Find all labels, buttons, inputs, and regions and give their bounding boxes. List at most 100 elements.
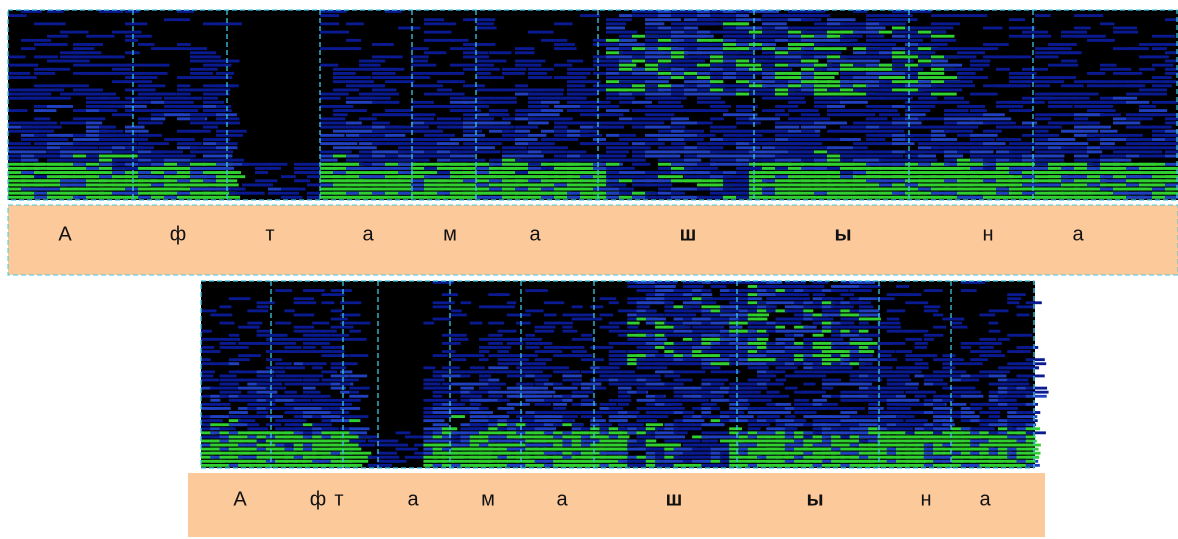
phoneme-label: м <box>481 488 495 510</box>
spectrogram-cell <box>924 305 941 308</box>
spectrogram-cell <box>303 346 316 349</box>
spectrogram-cell <box>99 130 123 133</box>
spectrogram-cell <box>516 314 531 317</box>
spectrogram-cell <box>896 415 915 418</box>
spectrogram-cell <box>942 354 955 357</box>
spectrogram-cell <box>896 350 912 353</box>
spectrogram-cell <box>859 289 872 292</box>
spectrogram-cell <box>562 370 579 373</box>
spectrogram-cell <box>1100 68 1131 71</box>
spectrogram-cell <box>238 423 248 426</box>
spectrogram-cell <box>8 142 31 145</box>
spectrogram-cell <box>710 64 725 67</box>
spectrogram-cell <box>1139 188 1153 191</box>
spectrogram-cell <box>776 366 798 369</box>
spectrogram-cell <box>125 76 157 79</box>
spectrogram-cell <box>952 326 968 329</box>
spectrogram-cell <box>488 391 508 394</box>
spectrogram-cell <box>8 55 26 58</box>
spectrogram-cell <box>99 55 125 58</box>
spectrogram-cell <box>346 146 377 149</box>
spectrogram-cell <box>684 130 704 133</box>
spectrogram-cell <box>488 334 502 337</box>
spectrogram-cell <box>627 411 639 414</box>
spectrogram-cell <box>229 362 239 365</box>
spectrogram-cell <box>423 399 443 402</box>
spectrogram-cell <box>255 183 271 186</box>
spectrogram-cell <box>868 387 879 390</box>
spectrogram-cell <box>405 456 424 459</box>
spectrogram-cell <box>785 427 798 430</box>
spectrogram-cell <box>683 330 693 333</box>
spectrogram-cell <box>1026 346 1039 349</box>
phoneme-label: ы <box>806 488 823 510</box>
spectrogram-cell <box>979 427 994 430</box>
spectrogram-cell <box>1100 171 1114 174</box>
spectrogram-cell <box>489 113 510 116</box>
spectrogram-cell <box>887 342 906 345</box>
spectrogram-cell <box>359 97 373 100</box>
spectrogram-cell <box>701 411 711 414</box>
spectrogram-cell <box>331 334 349 337</box>
spectrogram-cell <box>1139 80 1169 83</box>
spectrogram-cell <box>284 375 295 378</box>
spectrogram-cell <box>785 387 798 390</box>
spectrogram-cell <box>720 330 730 333</box>
spectrogram-cell <box>918 155 936 158</box>
spectrogram-cell <box>813 342 823 345</box>
spectrogram-cell <box>528 101 543 104</box>
phoneme-label: а <box>979 488 991 510</box>
phoneme-label: н <box>982 223 993 245</box>
spectrogram-cell <box>1026 444 1041 447</box>
spectrogram-cell <box>877 297 894 300</box>
spectrogram-cell <box>944 101 969 104</box>
spectrogram-cell <box>996 68 1010 71</box>
spectrogram-cell <box>822 326 831 329</box>
spectrogram-cell <box>201 379 219 382</box>
spectrogram-cell <box>658 175 683 178</box>
spectrogram-cell <box>220 391 242 394</box>
spectrogram-cell <box>697 134 716 137</box>
spectrogram-cell <box>766 444 776 447</box>
spectrogram-cell <box>424 22 456 25</box>
spectrogram-cell <box>479 399 500 402</box>
spectrogram-cell <box>599 375 618 378</box>
spectrogram-cell <box>803 383 815 386</box>
spectrogram-cell <box>488 354 507 357</box>
spectrogram-cell <box>736 64 761 67</box>
spectrogram-cell <box>398 27 420 30</box>
spectrogram-cell <box>918 105 935 108</box>
spectrogram-cell <box>515 64 542 67</box>
spectrogram-cell <box>1026 440 1037 443</box>
spectrogram-cell <box>303 379 320 382</box>
spectrogram-cell <box>606 126 624 129</box>
spectrogram-cell <box>887 318 900 321</box>
spectrogram-cell <box>692 399 709 402</box>
spectrogram-cell <box>515 130 530 133</box>
spectrogram-cell <box>541 93 563 96</box>
spectrogram-cell <box>203 101 224 104</box>
spectrogram-cell <box>868 411 878 414</box>
spectrogram-cell <box>398 183 413 186</box>
spectrogram-cell <box>1139 43 1169 46</box>
spectrogram-cell <box>525 334 535 337</box>
spectrogram-cell <box>674 440 684 443</box>
spectrogram-cell <box>411 64 436 67</box>
spectrogram-cell <box>470 395 481 398</box>
spectrogram-cell <box>1035 126 1062 129</box>
spectrogram-cell <box>822 395 831 398</box>
spectrogram-cell <box>627 444 638 447</box>
spectrogram-cell <box>525 338 542 341</box>
spectrogram-cell <box>697 31 711 34</box>
spectrogram-cell <box>34 55 58 58</box>
spectrogram-cell <box>1007 301 1019 304</box>
spectrogram-cell <box>896 395 906 398</box>
spectrogram-cell <box>868 379 882 382</box>
spectrogram-cell <box>247 354 261 357</box>
spectrogram-cell <box>1074 97 1090 100</box>
spectrogram-cell <box>333 142 357 145</box>
spectrogram-cell <box>247 309 268 312</box>
spectrogram-cell <box>609 444 619 447</box>
spectrogram-cell <box>711 395 723 398</box>
spectrogram-cell <box>766 375 776 378</box>
